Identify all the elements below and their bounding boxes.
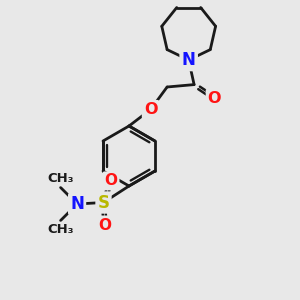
Text: N: N xyxy=(182,51,196,69)
Text: O: O xyxy=(208,91,221,106)
Text: N: N xyxy=(70,195,84,213)
Text: CH₃: CH₃ xyxy=(47,223,74,236)
Text: O: O xyxy=(104,173,118,188)
Text: O: O xyxy=(144,102,157,117)
Text: N: N xyxy=(182,51,196,69)
Text: S: S xyxy=(98,194,110,211)
Text: CH₃: CH₃ xyxy=(47,172,74,185)
Text: O: O xyxy=(98,218,112,232)
